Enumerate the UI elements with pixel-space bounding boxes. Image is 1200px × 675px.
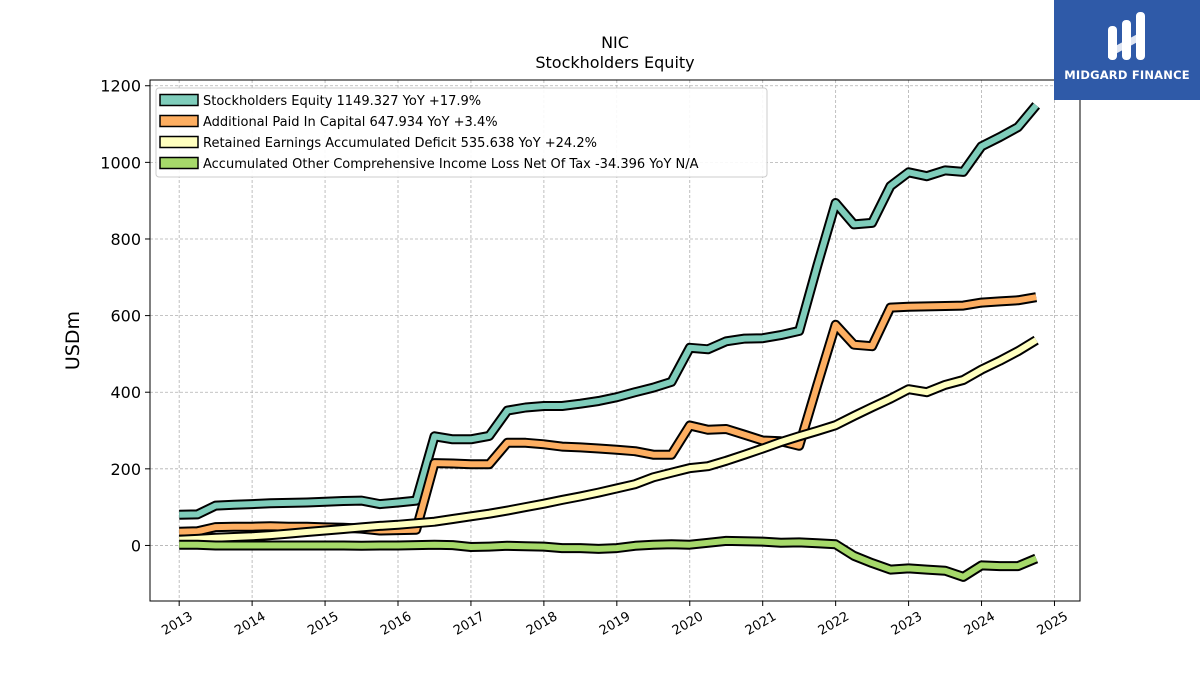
series-line-outline — [179, 292, 1038, 537]
series-line — [179, 537, 1038, 580]
y-tick-label: 1200 — [100, 77, 141, 96]
legend-swatch — [159, 156, 199, 170]
x-tick-label: 2013 — [159, 609, 195, 639]
x-tick-label: 2017 — [451, 609, 487, 639]
legend-label: Retained Earnings Accumulated Deficit 53… — [203, 136, 597, 151]
legend-label: Stockholders Equity 1149.327 YoY +17.9% — [203, 94, 481, 109]
series-line-outline — [178, 335, 1039, 545]
x-tick-label: 2019 — [597, 609, 633, 639]
y-axis-label: USDm — [62, 311, 84, 370]
x-tick-label: 2018 — [524, 609, 560, 639]
x-tick-label: 2015 — [305, 609, 341, 639]
y-tick-label: 600 — [110, 307, 141, 326]
plot-frame — [149, 79, 1081, 602]
series-line — [179, 337, 1038, 543]
y-tick-label: 800 — [110, 230, 141, 249]
x-tick-label: 2016 — [378, 609, 414, 639]
x-tick-label: 2023 — [889, 609, 925, 639]
legend-swatch — [159, 114, 199, 128]
legend-box — [155, 87, 768, 178]
x-tick-label: 2022 — [816, 609, 852, 639]
chart-subtitle: Stockholders Equity — [535, 53, 695, 72]
x-tick-label: 2014 — [232, 609, 268, 639]
logo-mark-icon — [1108, 12, 1145, 60]
y-tick-label: 400 — [110, 383, 141, 402]
logo-text: MIDGARD FINANCE — [1064, 68, 1190, 82]
legend-label: Accumulated Other Comprehensive Income L… — [203, 157, 699, 172]
legend: Stockholders Equity 1149.327 YoY +17.9% A… — [155, 87, 768, 178]
x-tick-label: 2025 — [1035, 609, 1071, 639]
y-tick-label: 0 — [131, 536, 141, 555]
series-line — [179, 294, 1037, 535]
legend-swatch — [159, 93, 199, 107]
brand-logo: MIDGARD FINANCE — [1054, 0, 1200, 100]
y-tick-label: 1000 — [100, 153, 141, 172]
x-tick-label: 2024 — [962, 609, 998, 639]
x-tick-label: 2021 — [743, 609, 779, 639]
series-line — [179, 103, 1039, 518]
legend-label: Additional Paid In Capital 647.934 YoY +… — [203, 115, 498, 130]
legend-swatch — [159, 135, 199, 149]
series-lines — [178, 102, 1041, 582]
chart-title: NIC — [601, 33, 629, 52]
y-tick-label: 200 — [110, 460, 141, 479]
x-tick-label: 2020 — [670, 609, 706, 639]
